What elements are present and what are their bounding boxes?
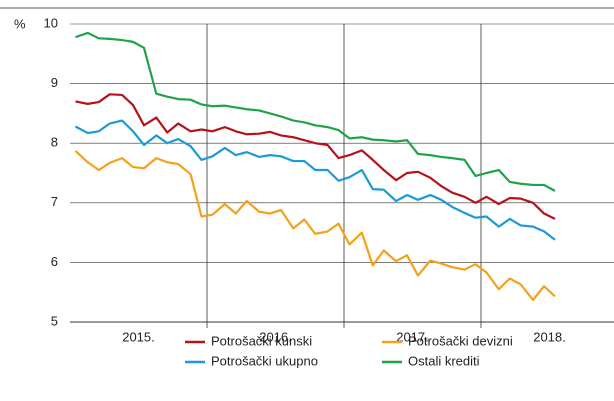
y-tick-label: 9 (51, 75, 58, 90)
legend-label: Potrošački devizni (408, 333, 513, 348)
x-tick-label: 2017. (396, 329, 429, 344)
y-tick-label: 8 (51, 135, 58, 150)
legend-label: Potrošački kunski (211, 333, 312, 348)
x-tick-label: 2018. (533, 329, 566, 344)
y-unit: % (14, 16, 26, 31)
series-line (74, 150, 556, 302)
x-tick-label: 2016. (259, 329, 292, 344)
series-line (74, 119, 556, 241)
y-tick-label: 5 (51, 313, 58, 328)
series-line (75, 31, 556, 192)
series-line (75, 93, 556, 220)
legend-label: Ostali krediti (408, 353, 480, 368)
y-tick-label: 7 (51, 194, 58, 209)
y-tick-label: 10 (44, 15, 58, 30)
x-tick-label: 2015. (122, 329, 155, 344)
y-tick-label: 6 (51, 254, 58, 269)
legend-label: Potrošački ukupno (211, 353, 318, 368)
